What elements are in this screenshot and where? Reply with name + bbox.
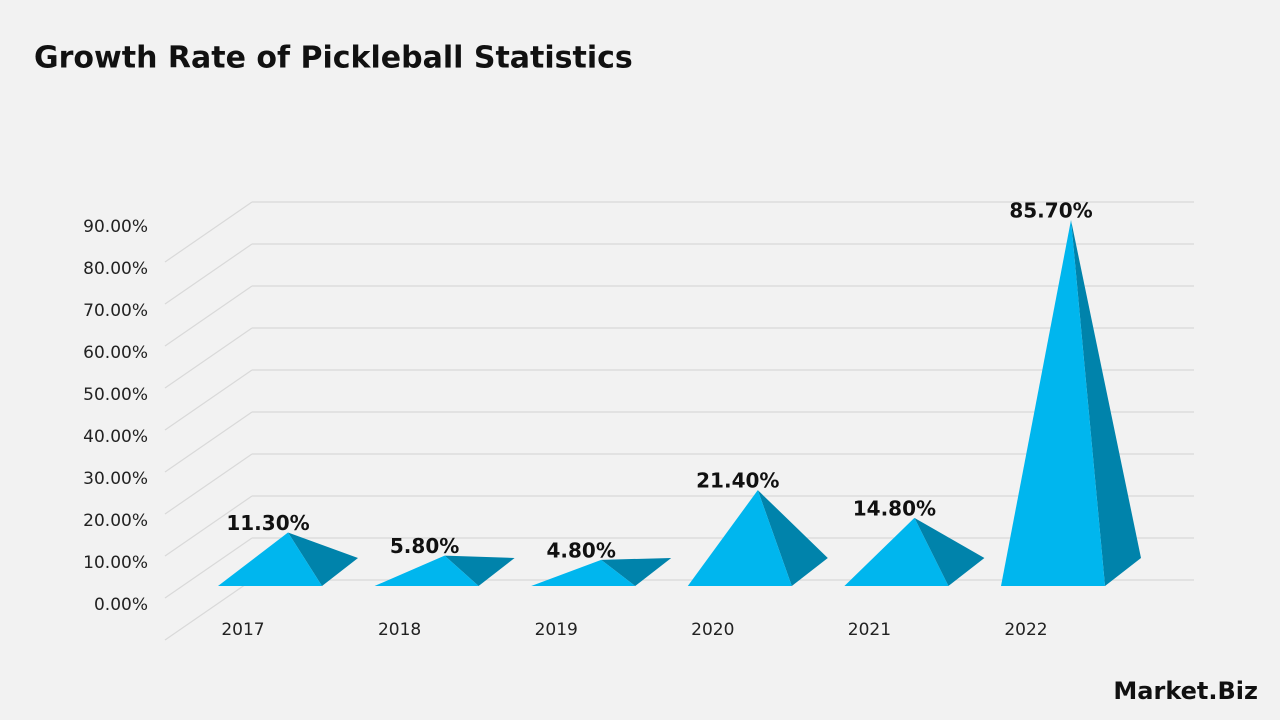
y-tick-label: 90.00% [83,217,148,237]
pyramid-side [601,558,672,586]
x-tick-label: 2022 [1004,620,1047,640]
y-tick-label: 40.00% [83,427,148,447]
pyramid-front [218,532,322,586]
value-label: 14.80% [853,496,936,520]
y-tick-label: 50.00% [83,385,148,405]
pyramid-side [1071,220,1141,586]
grid-line-side [164,453,253,515]
pyramid-side [914,517,985,586]
x-tick-label: 2019 [535,620,578,640]
pyramid-side [444,555,515,586]
value-label: 4.80% [547,538,616,562]
grid-line-side [164,495,253,557]
watermark: Market.Biz [1113,677,1258,705]
y-tick-label: 60.00% [83,343,148,363]
x-tick-label: 2020 [691,620,734,640]
y-tick-label: 70.00% [83,301,148,321]
value-label: 21.40% [696,469,779,493]
value-label: 11.30% [226,511,309,535]
grid-line-side [164,285,253,347]
value-label: 5.80% [390,534,459,558]
grid-line-side [164,369,253,431]
grid-line-side [164,327,253,389]
y-tick-label: 10.00% [83,553,148,573]
pyramid-front [844,517,949,586]
pyramid-front [531,559,636,586]
chart-title: Growth Rate of Pickleball Statistics [34,41,633,76]
pyramid-front [687,490,792,586]
y-tick-label: 0.00% [94,595,148,615]
x-tick-label: 2017 [221,620,264,640]
y-tick-label: 20.00% [83,511,148,531]
pyramid-front [374,555,479,586]
pyramid-side [288,532,358,586]
grid-line-side [164,243,253,305]
pyramid-front [1001,220,1105,586]
y-tick-label: 30.00% [83,469,148,489]
grid-line-side [164,411,253,473]
grid-line-side [164,201,253,263]
y-tick-label: 80.00% [83,259,148,279]
grid-line-side [164,579,253,641]
grid-line-side [164,537,253,599]
x-tick-label: 2018 [378,620,421,640]
pyramid-side [757,490,828,586]
x-tick-label: 2021 [848,620,891,640]
value-label: 85.70% [1009,199,1092,223]
